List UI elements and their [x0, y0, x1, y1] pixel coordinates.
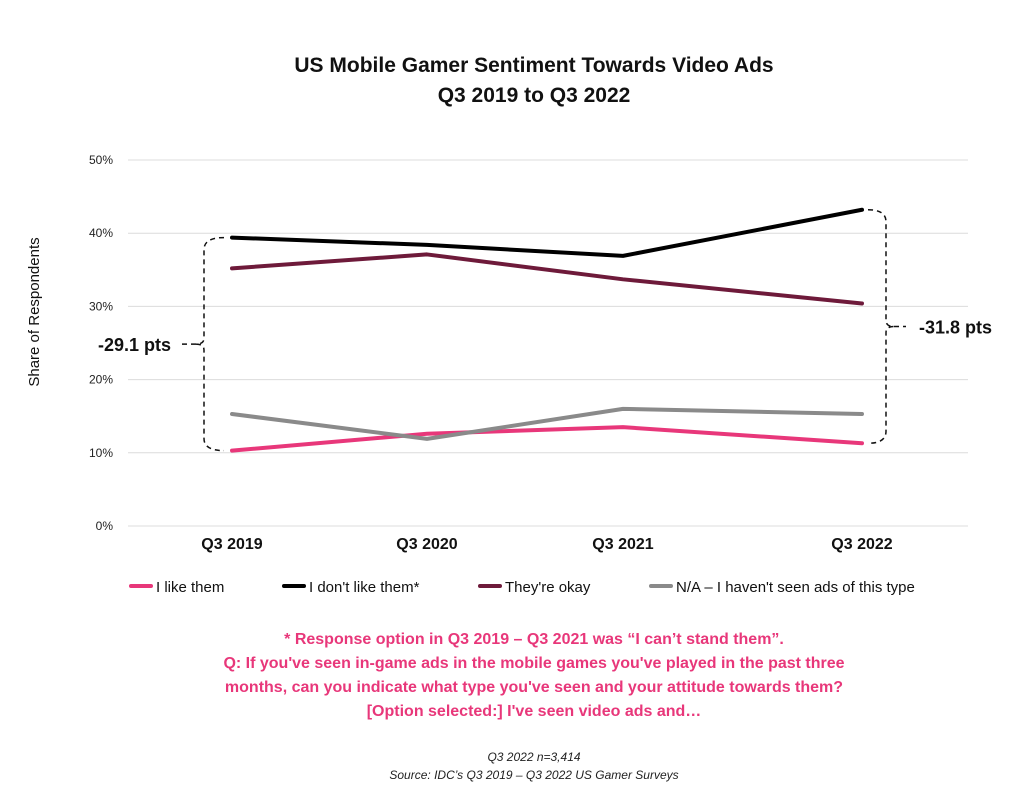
y-tick-label: 0% — [96, 519, 114, 533]
x-tick-label: Q3 2021 — [592, 536, 653, 553]
series-line — [230, 406, 864, 441]
callout-brackets: -29.1 pts -31.8 pts — [98, 209, 992, 452]
series-line — [230, 207, 864, 258]
legend-label: They're okay — [505, 579, 591, 596]
callout-bracket — [195, 236, 225, 452]
callout-label: -29.1 pts — [98, 335, 171, 355]
y-tick-label: 50% — [89, 153, 113, 167]
x-tick-label: Q3 2019 — [201, 536, 262, 553]
y-axis-label: Share of Respondents — [26, 237, 43, 386]
legend: I like them I don't like them* They're oka… — [129, 579, 915, 596]
x-tick-label: Q3 2022 — [831, 536, 892, 553]
x-tick-label: Q3 2020 — [396, 536, 457, 553]
legend-label: I like them — [156, 579, 224, 596]
footnote-line-4: [Option selected:] I've seen video ads a… — [367, 703, 702, 720]
chart-subtitle: Q3 2019 to Q3 2022 — [438, 84, 631, 107]
series-line — [230, 252, 864, 306]
callout-label: -31.8 pts — [919, 318, 992, 338]
footnote-line-1: * Response option in Q3 2019 – Q3 2021 w… — [284, 631, 784, 648]
y-tick-label: 10% — [89, 446, 113, 460]
footnote-line-3: months, can you indicate what type you'v… — [225, 679, 843, 696]
source-note: Source: IDC’s Q3 2019 – Q3 2022 US Gamer… — [389, 768, 678, 782]
series-lines — [230, 207, 864, 453]
footnote: * Response option in Q3 2019 – Q3 2021 w… — [223, 631, 844, 720]
series-line — [230, 425, 864, 453]
gridlines — [128, 159, 968, 527]
y-axis-ticks: 0% 10% 20% 30% 40% 50% — [89, 153, 113, 533]
chart-title: US Mobile Gamer Sentiment Towards Video … — [294, 54, 773, 77]
sample-size: Q3 2022 n=3,414 — [487, 750, 580, 764]
footnote-line-2: Q: If you've seen in-game ads in the mob… — [223, 655, 844, 672]
x-axis-ticks: Q3 2019 Q3 2020 Q3 2021 Q3 2022 — [201, 536, 892, 553]
y-tick-label: 40% — [89, 226, 113, 240]
legend-label: I don't like them* — [309, 579, 420, 596]
y-tick-label: 20% — [89, 373, 113, 387]
y-tick-label: 30% — [89, 299, 113, 313]
callout-bracket — [867, 209, 895, 445]
legend-label: N/A – I haven't seen ads of this type — [676, 579, 915, 596]
